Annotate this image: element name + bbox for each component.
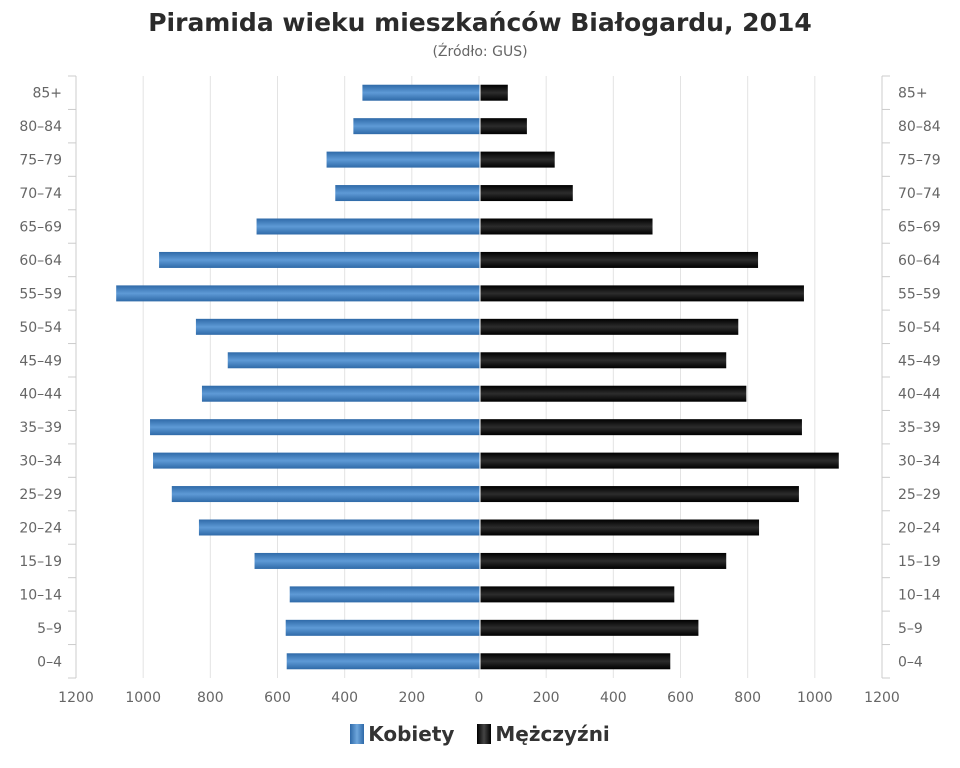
x-tick-label: 0: [475, 690, 484, 706]
x-tick-label: 400: [331, 690, 358, 706]
y-tick-label-right: 0–4: [898, 654, 923, 670]
bar-mezczyzni: [480, 385, 747, 402]
x-tick-label: 600: [264, 690, 291, 706]
x-tick-label: 1000: [125, 690, 161, 706]
legend-swatch: [350, 724, 365, 744]
y-tick-label-right: 60–64: [898, 253, 941, 269]
y-tick-label-left: 10–14: [19, 587, 62, 603]
x-tick-label: 800: [197, 690, 224, 706]
legend-swatch: [477, 724, 492, 744]
y-tick-label-right: 45–49: [898, 353, 941, 369]
y-tick-label-left: 25–29: [19, 487, 62, 503]
y-tick-label-left: 75–79: [19, 153, 62, 169]
bar-kobiety: [201, 385, 480, 402]
bar-kobiety: [286, 653, 480, 670]
bar-kobiety: [227, 352, 480, 369]
bar-mezczyzni: [480, 352, 727, 369]
chart-subtitle: (Źródło: GUS): [432, 44, 528, 60]
y-tick-label-left: 45–49: [19, 353, 62, 369]
bar-mezczyzni: [480, 318, 739, 335]
legend: Kobiety Mężczyźni: [0, 722, 960, 746]
y-tick-label-left: 70–74: [19, 186, 62, 202]
y-tick-label-right: 40–44: [898, 387, 941, 403]
chart-title: Piramida wieku mieszkańców Białogardu, 2…: [148, 8, 812, 37]
y-tick-label-right: 75–79: [898, 153, 941, 169]
x-tick-label: 1200: [58, 690, 94, 706]
y-tick-label-left: 30–34: [19, 454, 62, 470]
y-tick-label-left: 40–44: [19, 387, 62, 403]
bar-mezczyzni: [480, 619, 699, 636]
bar-mezczyzni: [480, 285, 804, 302]
y-tick-label-left: 50–54: [19, 320, 62, 336]
bar-kobiety: [256, 218, 480, 235]
x-tick-label: 200: [533, 690, 560, 706]
y-tick-label-left: 20–24: [19, 521, 62, 537]
bar-kobiety: [159, 251, 480, 268]
y-tick-label-right: 50–54: [898, 320, 941, 336]
y-tick-label-right: 30–34: [898, 454, 941, 470]
x-tick-label: 800: [734, 690, 761, 706]
y-tick-label-left: 65–69: [19, 220, 62, 236]
bar-mezczyzni: [480, 84, 508, 101]
bar-mezczyzni: [480, 552, 727, 569]
bar-mezczyzni: [480, 419, 802, 436]
bar-mezczyzni: [480, 519, 760, 536]
bar-kobiety: [150, 419, 480, 436]
bar-kobiety: [153, 452, 481, 469]
y-tick-label-left: 15–19: [19, 554, 62, 570]
bar-kobiety: [326, 151, 480, 168]
bar-kobiety: [116, 285, 480, 302]
x-tick-label: 1200: [864, 690, 900, 706]
bar-kobiety: [289, 586, 480, 603]
bar-kobiety: [198, 519, 480, 536]
legend-item-mezczyzni[interactable]: Mężczyźni: [477, 722, 610, 746]
bar-kobiety: [254, 552, 480, 569]
y-tick-label-left: 5–9: [37, 621, 62, 637]
bar-mezczyzni: [480, 486, 799, 503]
y-tick-label-left: 85+: [32, 86, 62, 102]
y-tick-label-right: 55–59: [898, 286, 941, 302]
y-tick-label-right: 65–69: [898, 220, 941, 236]
x-tick-label: 600: [667, 690, 694, 706]
legend-label: Mężczyźni: [495, 722, 610, 746]
y-tick-label-left: 35–39: [19, 420, 62, 436]
bar-kobiety: [362, 84, 480, 101]
x-tick-label: 200: [398, 690, 425, 706]
y-tick-label-left: 80–84: [19, 119, 62, 135]
y-tick-label-left: 0–4: [37, 654, 62, 670]
bar-mezczyzni: [480, 452, 839, 469]
y-tick-label-right: 80–84: [898, 119, 941, 135]
bar-kobiety: [195, 318, 481, 335]
legend-label: Kobiety: [368, 722, 455, 746]
bar-kobiety: [171, 486, 481, 503]
y-tick-label-right: 70–74: [898, 186, 941, 202]
bar-mezczyzni: [480, 118, 527, 135]
bar-kobiety: [335, 185, 480, 202]
y-tick-label-right: 10–14: [898, 587, 941, 603]
x-tick-label: 400: [600, 690, 627, 706]
bar-mezczyzni: [480, 151, 555, 168]
y-tick-label-right: 15–19: [898, 554, 941, 570]
y-tick-label-right: 5–9: [898, 621, 923, 637]
x-tick-label: 1000: [797, 690, 833, 706]
bar-mezczyzni: [480, 653, 671, 670]
y-tick-label-right: 20–24: [898, 521, 941, 537]
bar-mezczyzni: [480, 251, 759, 268]
bar-kobiety: [353, 118, 480, 135]
bar-mezczyzni: [480, 586, 675, 603]
bar-mezczyzni: [480, 185, 573, 202]
y-tick-label-right: 25–29: [898, 487, 941, 503]
y-tick-label-right: 85+: [898, 86, 928, 102]
bar-mezczyzni: [480, 218, 653, 235]
y-tick-label-left: 60–64: [19, 253, 62, 269]
bar-kobiety: [285, 619, 480, 636]
y-tick-label-right: 35–39: [898, 420, 941, 436]
y-tick-label-left: 55–59: [19, 286, 62, 302]
legend-item-kobiety[interactable]: Kobiety: [350, 722, 454, 746]
